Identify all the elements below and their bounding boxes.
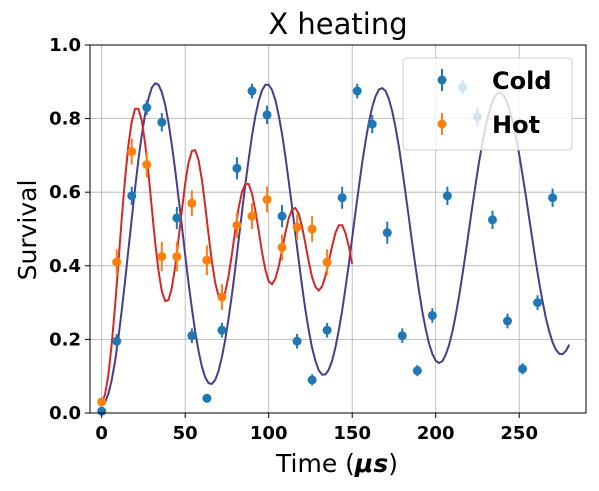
data-point bbox=[412, 366, 422, 376]
data-point bbox=[232, 163, 242, 173]
data-point bbox=[172, 252, 182, 262]
x-axis-label-unit: μs bbox=[354, 449, 388, 478]
data-point bbox=[427, 310, 437, 320]
data-point bbox=[337, 193, 347, 203]
data-point bbox=[217, 292, 227, 302]
data-point bbox=[442, 191, 452, 201]
y-tick-label: 1.0 bbox=[49, 35, 81, 56]
data-point bbox=[518, 364, 528, 374]
data-point bbox=[142, 103, 152, 113]
data-point bbox=[142, 160, 152, 170]
legend-label: Cold bbox=[492, 67, 552, 95]
data-point bbox=[187, 331, 197, 341]
data-point bbox=[307, 224, 317, 234]
series-cold bbox=[97, 79, 558, 416]
data-point bbox=[292, 336, 302, 346]
legend: Cold Hot bbox=[402, 57, 573, 151]
data-point bbox=[277, 211, 287, 221]
x-axis-ticks: 0 50 100 150 200 250 bbox=[95, 413, 538, 444]
data-point bbox=[322, 257, 332, 267]
data-point bbox=[247, 211, 257, 221]
data-point bbox=[112, 336, 122, 346]
legend-marker bbox=[437, 119, 447, 129]
data-point bbox=[307, 375, 317, 385]
legend-item-cold: Cold bbox=[437, 67, 552, 95]
x-tick-label: 50 bbox=[173, 423, 198, 444]
data-point bbox=[548, 193, 558, 203]
series-hot bbox=[97, 138, 332, 407]
data-point bbox=[503, 316, 513, 326]
y-axis-ticks: 0.0 0.2 0.4 0.6 0.8 1.0 bbox=[49, 35, 90, 424]
legend-marker bbox=[437, 75, 447, 85]
x-tick-label: 200 bbox=[417, 423, 455, 444]
data-point bbox=[397, 331, 407, 341]
data-point bbox=[187, 198, 197, 208]
x-tick-label: 0 bbox=[95, 423, 108, 444]
data-point bbox=[352, 86, 362, 96]
y-tick-label: 0.0 bbox=[49, 403, 81, 424]
y-tick-label: 0.2 bbox=[49, 329, 81, 350]
data-point bbox=[367, 119, 377, 129]
data-point bbox=[157, 117, 167, 127]
data-point bbox=[157, 252, 167, 262]
x-tick-label: 100 bbox=[250, 423, 288, 444]
data-point bbox=[217, 325, 227, 335]
data-point bbox=[382, 228, 392, 238]
y-tick-label: 0.4 bbox=[49, 256, 81, 277]
data-point bbox=[533, 298, 543, 308]
data-point bbox=[262, 195, 272, 205]
x-tick-label: 250 bbox=[500, 423, 538, 444]
y-tick-label: 0.8 bbox=[49, 109, 81, 130]
data-point bbox=[112, 257, 122, 267]
x-axis-label: Time (μs) bbox=[275, 449, 398, 478]
data-point bbox=[322, 325, 332, 335]
data-point bbox=[172, 213, 182, 223]
data-point bbox=[97, 397, 107, 407]
legend-label: Hot bbox=[492, 111, 540, 139]
data-point bbox=[247, 86, 257, 96]
y-tick-label: 0.6 bbox=[49, 182, 81, 203]
hot-fit-line bbox=[100, 107, 354, 404]
data-point bbox=[277, 242, 287, 252]
data-points bbox=[97, 79, 558, 416]
data-point bbox=[202, 255, 212, 265]
legend-item-hot: Hot bbox=[437, 111, 540, 139]
data-point bbox=[232, 220, 242, 230]
plot-frame bbox=[89, 44, 587, 414]
x-axis-label-close: ) bbox=[388, 449, 398, 478]
y-axis-label: Survival bbox=[13, 180, 42, 281]
data-point bbox=[487, 215, 497, 225]
chart-title: X heating bbox=[268, 7, 407, 41]
data-point bbox=[127, 147, 137, 157]
data-point bbox=[127, 191, 137, 201]
x-tick-label: 150 bbox=[333, 423, 371, 444]
x-axis-label-main: Time ( bbox=[275, 449, 355, 478]
data-point bbox=[262, 110, 272, 120]
data-point bbox=[292, 222, 302, 232]
data-point bbox=[202, 393, 212, 403]
